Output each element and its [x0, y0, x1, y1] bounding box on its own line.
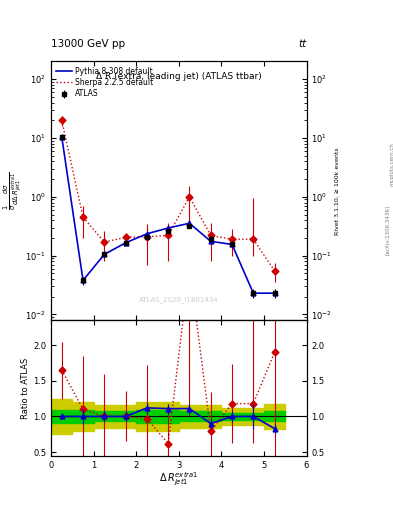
- Pythia 8.308 default: [59, 134, 64, 140]
- Line: Pythia 8.308 default: Pythia 8.308 default: [62, 137, 275, 293]
- X-axis label: $\Delta\,R_{jet1}^{extra1}$: $\Delta\,R_{jet1}^{extra1}$: [159, 471, 198, 488]
- Y-axis label: $\frac{1}{\sigma}\frac{d\sigma}{d\Delta\,R_{jet1}^{extra1}}$: $\frac{1}{\sigma}\frac{d\sigma}{d\Delta\…: [2, 172, 24, 210]
- Sherpa 2.2.5 default: [59, 117, 64, 123]
- Y-axis label: Ratio to ATLAS: Ratio to ATLAS: [21, 357, 30, 418]
- Sherpa 2.2.5 default: [251, 236, 256, 242]
- Sherpa 2.2.5 default: [145, 233, 149, 240]
- Pythia 8.308 default: [123, 240, 128, 246]
- Line: Sherpa 2.2.5 default: Sherpa 2.2.5 default: [62, 120, 275, 271]
- Text: Δ R (extra, leading jet) (ATLAS ttbar): Δ R (extra, leading jet) (ATLAS ttbar): [96, 72, 262, 81]
- Sherpa 2.2.5 default: [230, 236, 234, 242]
- Pythia 8.308 default: [208, 238, 213, 244]
- Text: 13000 GeV pp: 13000 GeV pp: [51, 38, 125, 49]
- Pythia 8.308 default: [230, 241, 234, 247]
- Sherpa 2.2.5 default: [102, 239, 107, 245]
- Pythia 8.308 default: [187, 220, 192, 226]
- Sherpa 2.2.5 default: [123, 234, 128, 240]
- Pythia 8.308 default: [145, 231, 149, 237]
- Sherpa 2.2.5 default: [187, 194, 192, 200]
- Pythia 8.308 default: [251, 290, 256, 296]
- Pythia 8.308 default: [102, 251, 107, 258]
- Y-axis label: Rivet 3.1.10, ≥ 100k events: Rivet 3.1.10, ≥ 100k events: [335, 147, 340, 234]
- Sherpa 2.2.5 default: [272, 268, 277, 274]
- Pythia 8.308 default: [81, 278, 85, 284]
- Text: [arXiv:1306.3436]: [arXiv:1306.3436]: [385, 205, 389, 255]
- Sherpa 2.2.5 default: [166, 232, 171, 239]
- Text: ATLAS_2020_I1801434: ATLAS_2020_I1801434: [139, 296, 219, 303]
- Legend: Pythia 8.308 default, Sherpa 2.2.5 default, ATLAS: Pythia 8.308 default, Sherpa 2.2.5 defau…: [55, 65, 154, 100]
- Pythia 8.308 default: [272, 290, 277, 296]
- Pythia 8.308 default: [166, 225, 171, 231]
- Sherpa 2.2.5 default: [81, 214, 85, 220]
- Sherpa 2.2.5 default: [208, 232, 213, 239]
- Text: mcplots.cern.ch: mcplots.cern.ch: [389, 142, 393, 186]
- Text: tt: tt: [298, 38, 307, 49]
